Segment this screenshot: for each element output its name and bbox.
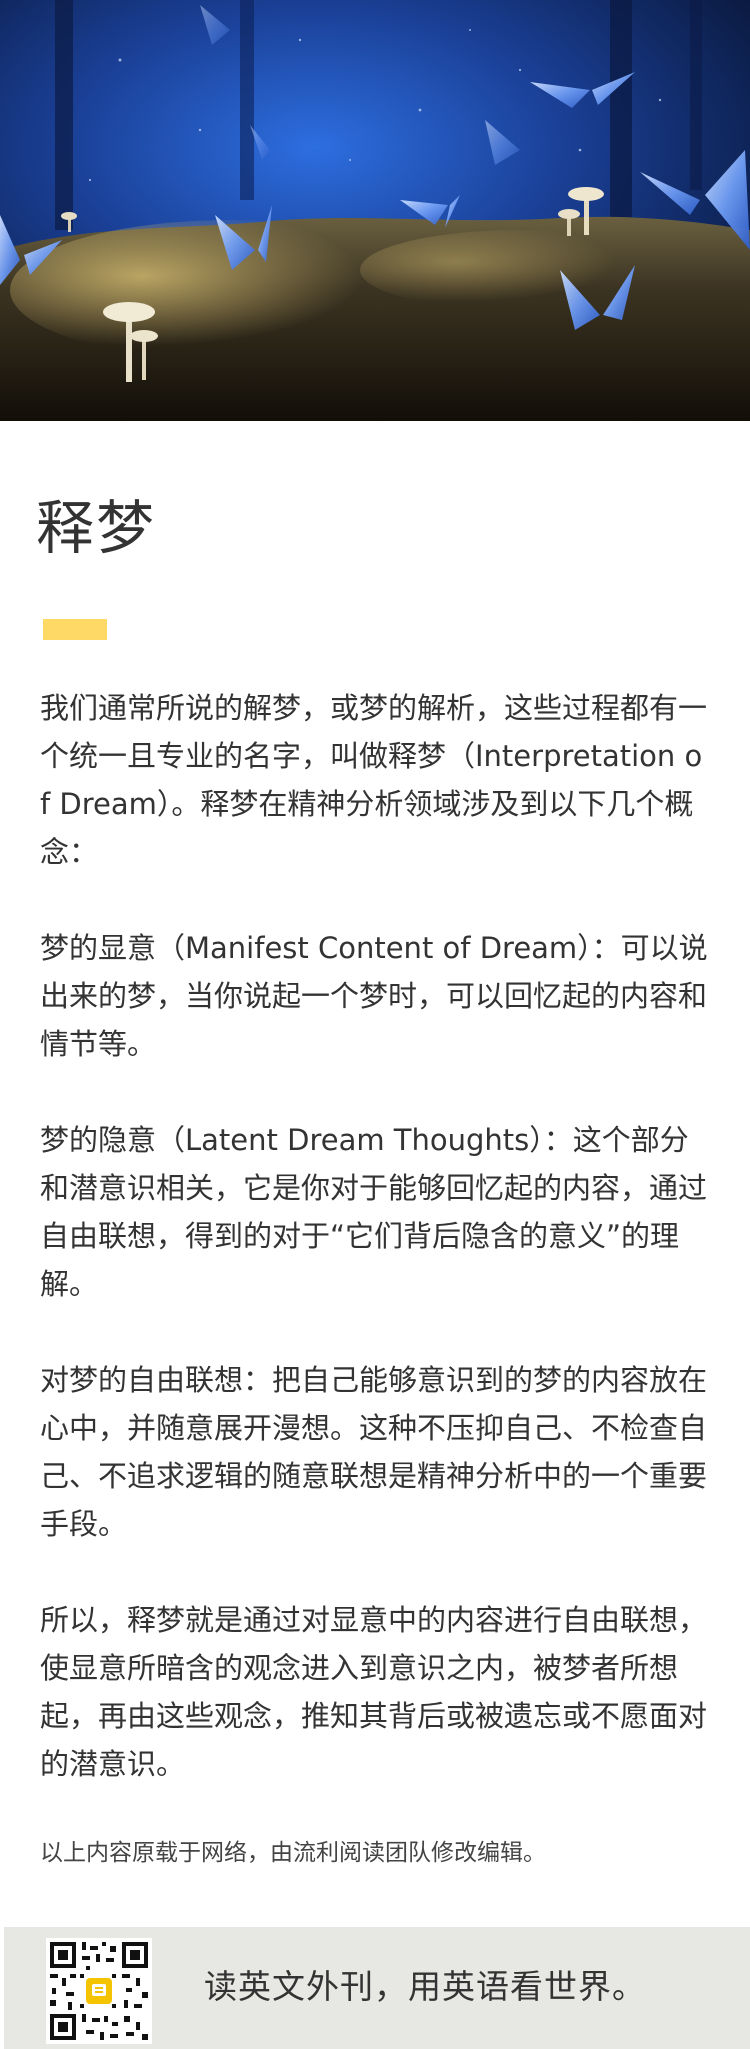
footer-slogan: 读英文外刊，用英语看世界。 [204,1967,646,2006]
qr-code-icon[interactable] [46,1938,152,2044]
paragraph-conclusion: 所以，释梦就是通过对显意中的内容进行自由联想，使显意所暗含的观念进入到意识之内，… [40,1603,708,1781]
article-body: 我们通常所说的解梦，或梦的解析，这些过程都有一个统一且专业的名字，叫做释梦（In… [40,684,710,1870]
paragraph-latent-thoughts: 梦的隐意（Latent Dream Thoughts）：这个部分和潜意识相关，它… [40,1123,708,1301]
title-accent-bar [43,619,107,640]
qr-code-graphic [46,1938,152,2044]
paragraph-intro: 我们通常所说的解梦，或梦的解析，这些过程都有一个统一且专业的名字，叫做释梦（In… [40,691,708,869]
footer-banner: 读英文外刊，用英语看世界。 [4,1927,750,2049]
paragraph-manifest-content: 梦的显意（Manifest Content of Dream）：可以说出来的梦，… [40,931,708,1061]
article-title: 释梦 [36,494,157,562]
paragraph-free-association: 对梦的自由联想：把自己能够意识到的梦的内容放在心中，并随意展开漫想。这种不压抑自… [40,1363,708,1541]
hero-image [0,0,750,421]
source-note: 以上内容原载于网络，由流利阅读团队修改编辑。 [40,1840,546,1866]
forest-butterflies-mushrooms-illustration [0,0,750,421]
